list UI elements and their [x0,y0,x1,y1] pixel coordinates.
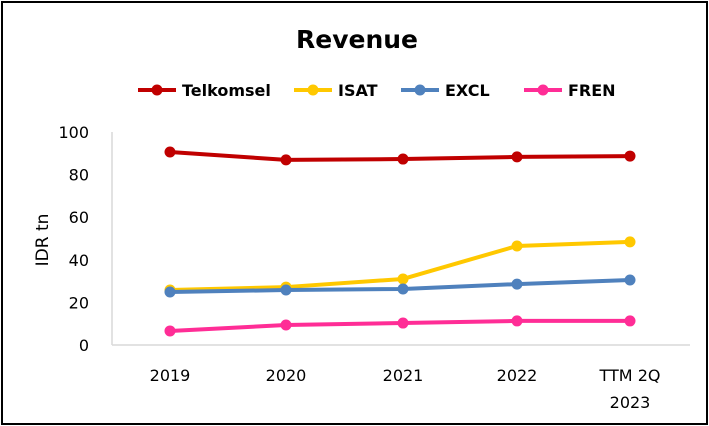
legend-marker [307,84,319,96]
data-point [624,274,636,286]
data-point [280,284,292,296]
y-tick-label: 80 [69,166,89,185]
legend-marker [414,84,426,96]
x-tick-label: 2019 [150,366,191,385]
data-point [397,283,409,295]
y-tick-label: 60 [69,208,89,227]
data-point [624,236,636,248]
data-point [397,273,409,285]
series-excl [164,274,636,298]
y-tick-label: 20 [69,293,89,312]
legend-marker [151,84,163,96]
y-tick-label: 100 [58,123,89,142]
legend: Telkomsel ISAT EXCL FREN [138,81,616,100]
data-point [280,154,292,166]
legend-item-telkomsel: Telkomsel [138,81,271,100]
series-group [164,146,636,337]
series-telkomsel [164,146,636,166]
data-point [280,319,292,331]
legend-item-excl: EXCL [401,81,490,100]
legend-item-isat: ISAT [294,81,378,100]
legend-item-fren: FREN [524,81,616,100]
x-tick-label: 2022 [497,366,538,385]
data-point [164,286,176,298]
data-point [511,240,523,252]
y-tick-label: 40 [69,251,89,270]
data-point [511,315,523,327]
y-axis-label: IDR tn [33,214,53,267]
data-point [511,151,523,163]
data-point [511,278,523,290]
y-tick-label: 0 [79,336,89,355]
data-point [164,146,176,158]
legend-marker [537,84,549,96]
x-tick-label: 2021 [383,366,424,385]
series-fren [164,315,636,337]
legend-label: FREN [568,81,616,100]
data-point [397,317,409,329]
legend-label: ISAT [338,81,378,100]
x-tick-label: TTM 2Q [599,366,661,385]
x-tick-label: 2023 [610,393,651,412]
chart-title: Revenue [296,25,418,54]
data-point [164,325,176,337]
axes: 0 20 40 60 80 100 2019 2020 2021 2022 TTM 2Q 2023 [58,123,690,412]
data-point [397,153,409,165]
data-point [624,315,636,327]
legend-label: Telkomsel [182,81,271,100]
data-point [624,150,636,162]
legend-label: EXCL [445,81,490,100]
x-tick-label: 2020 [266,366,307,385]
